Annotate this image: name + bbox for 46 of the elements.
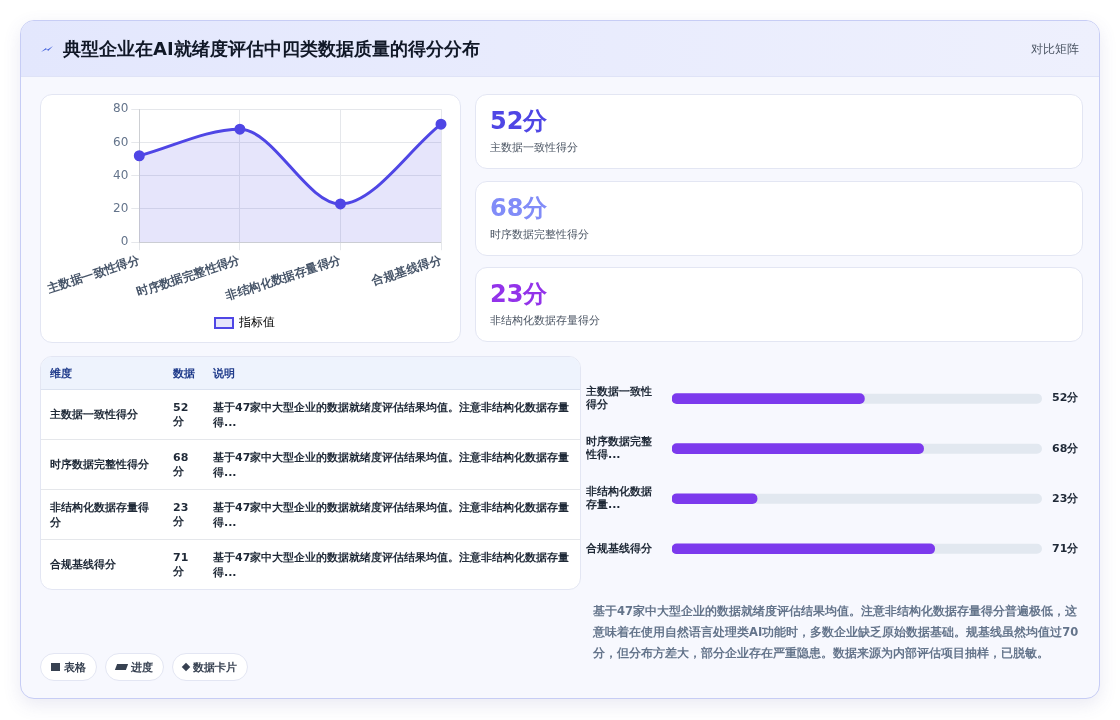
- x-tick-label: 合规基线得分: [369, 252, 444, 289]
- y-tick-label: 0: [120, 234, 129, 249]
- text: 维度: [41, 357, 164, 390]
- category-label: 时序数据完整性得分: [41, 439, 164, 490]
- data-label: 52分: [1052, 391, 1080, 405]
- y-tick-label: 40: [113, 167, 129, 182]
- bar: [672, 493, 758, 505]
- data-label: 23分: [490, 279, 548, 310]
- point: [435, 118, 447, 130]
- text: 基于47家中大型企业的数据就绪度评估结果均值。注意非结构化数据存量得...: [204, 389, 580, 440]
- data-label: 52分: [490, 106, 548, 137]
- y-tick-label: 20: [113, 201, 129, 216]
- y-tick-label: 主数据一致性得分: [585, 384, 652, 412]
- text: 典型企业在AI就绪度评估中四类数据质量的得分分布: [63, 37, 480, 61]
- y-tick-label: 非结构化数据存量...: [585, 484, 652, 512]
- category-label: 数据卡片: [193, 659, 237, 675]
- y-tick-label: 60: [113, 134, 129, 149]
- category-label: 非结构化数据存量得分: [41, 489, 164, 540]
- y-tick-label: 合规基线得分: [585, 541, 653, 555]
- text: 对比矩阵: [1031, 41, 1079, 58]
- point: [334, 198, 346, 210]
- category-label: 表格: [64, 659, 86, 675]
- y-tick-label: 80: [113, 101, 129, 116]
- category-label: 合规基线得分: [49, 557, 117, 573]
- data-label: 68分: [1052, 441, 1080, 455]
- point: [133, 150, 145, 162]
- text: 基于47家中大型企业的数据就绪度评估结果均值。注意非结构化数据存量得分普遍极低，这意味着在使用自然语言处理类AI功能时，多数企业缺乏原始数据基础。规基线虽然均值过70分，但分布方差大，部分企业存在严重隐患。数据来源为内部评估项目抽样，已脱敏。: [593, 603, 1080, 662]
- category-label: 主数据一致性得分: [490, 140, 578, 155]
- data-label: 68分: [490, 192, 548, 224]
- category-label: 非结构化数据存量得分: [490, 313, 600, 328]
- text: 说明: [204, 357, 580, 390]
- text: 数据: [164, 357, 204, 390]
- y-tick-label: 时序数据完整性得...: [585, 434, 653, 462]
- data-label: 23分: [164, 489, 204, 540]
- point: [234, 123, 246, 135]
- text: 基于47家中大型企业的数据就绪度评估结果均值。注意非结构化数据存量得...: [212, 549, 571, 581]
- data-label: 68分: [164, 439, 204, 490]
- data-label: 52分: [164, 389, 204, 440]
- category-label: 进度: [131, 659, 153, 675]
- category-label: 时序数据完整性得分: [490, 226, 589, 242]
- data-label: 71分: [1052, 541, 1080, 555]
- legend-label: 指标值: [238, 315, 275, 330]
- data-label: 71分: [172, 549, 190, 580]
- text: 基于47家中大型企业的数据就绪度评估结果均值。注意非结构化数据存量得...: [204, 489, 580, 540]
- text: 基于47家中大型企业的数据就绪度评估结果均值。注意非结构化数据存量得...: [204, 439, 580, 490]
- data-label: 23分: [1052, 491, 1080, 505]
